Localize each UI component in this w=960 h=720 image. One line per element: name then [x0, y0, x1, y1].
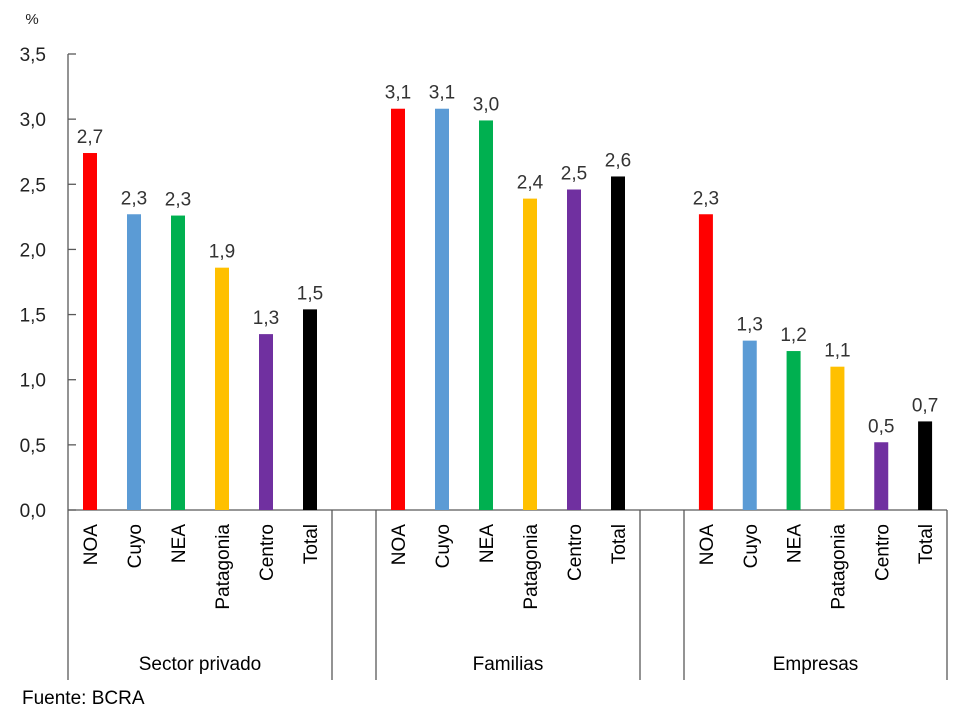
bar-empresas-centro	[874, 442, 889, 510]
bar-empresas-nea	[786, 351, 801, 510]
x-category-label: Patagonia	[828, 524, 849, 610]
bar-sector-privado-patagonia	[215, 267, 229, 510]
x-category-label: Patagonia	[213, 524, 234, 610]
data-label: 2,3	[121, 188, 147, 209]
data-label: 2,3	[165, 190, 191, 211]
data-label: 3,0	[473, 94, 499, 115]
bar-empresas-total	[918, 421, 933, 510]
x-category-label: NOA	[81, 524, 102, 566]
x-axis-categories: NOA Cuyo NEA Patagonia Centro Total Sector pri…	[81, 524, 937, 675]
bar-familias-centro	[567, 189, 581, 511]
bar-familias-cuyo	[435, 108, 449, 510]
bar-empresas-noa	[698, 214, 713, 510]
bar-sector-privado-cuyo	[127, 214, 141, 510]
x-category-label: NEA	[169, 524, 190, 563]
data-label: 3,1	[429, 83, 455, 104]
bar-sector-privado-centro	[259, 334, 273, 510]
data-label: 2,3	[693, 188, 719, 209]
x-category-label: Cuyo	[433, 524, 454, 568]
data-label: 3,1	[385, 83, 411, 104]
data-label: 1,3	[737, 315, 763, 336]
data-label: 2,6	[605, 150, 631, 171]
y-tick-label: 0,0	[20, 501, 46, 522]
bar-sector-privado-nea	[171, 215, 185, 510]
bars	[83, 108, 933, 511]
bar-sector-privado-total	[303, 309, 317, 510]
x-category-label: Total	[301, 524, 322, 564]
x-group-label: Sector privado	[139, 654, 262, 675]
data-label: 1,3	[253, 308, 279, 329]
y-tick-label: 3,5	[20, 45, 46, 66]
y-tick-label: 0,5	[20, 436, 46, 457]
x-group-label: Familias	[473, 654, 544, 675]
x-category-label: NOA	[389, 524, 410, 566]
data-label: 0,5	[868, 416, 894, 437]
x-category-label: Patagonia	[521, 524, 542, 610]
bar-familias-nea	[479, 120, 493, 511]
data-label: 2,7	[77, 127, 103, 148]
x-category-label: Total	[609, 524, 630, 564]
bar-empresas-cuyo	[742, 340, 757, 510]
data-label: 1,1	[824, 341, 850, 362]
bar-sector-privado-noa	[83, 153, 97, 510]
y-tick-label: 2,5	[20, 175, 46, 196]
data-label: 2,5	[561, 163, 587, 184]
bar-familias-noa	[391, 108, 405, 510]
data-label: 2,4	[517, 173, 544, 194]
source-note: Fuente: BCRA	[22, 688, 145, 709]
x-category-label: Centro	[565, 524, 586, 581]
data-label: 0,7	[912, 395, 938, 416]
bar-empresas-patagonia	[830, 366, 845, 510]
data-labels: 2,7 2,3 2,3 1,9 1,3 1,5 3,1 3,1 3,0 2,4 2,5 2,6 2,3 1…	[77, 83, 939, 438]
data-label: 1,2	[780, 325, 806, 346]
bar-familias-total	[611, 176, 625, 510]
x-category-label: NEA	[477, 524, 498, 563]
y-axis-unit: %	[25, 11, 38, 28]
y-tick-label: 3,0	[20, 110, 46, 131]
data-label: 1,9	[209, 242, 235, 263]
x-category-label: Cuyo	[125, 524, 146, 568]
x-category-label: Cuyo	[741, 524, 762, 568]
x-category-label: NOA	[697, 524, 718, 566]
data-label: 1,5	[297, 283, 323, 304]
y-tick-label: 1,0	[20, 371, 46, 392]
x-category-label: Centro	[257, 524, 278, 581]
x-category-label: Centro	[872, 524, 893, 581]
x-category-label: Total	[916, 524, 937, 564]
y-tick-label: 1,5	[20, 306, 46, 327]
y-tick-label: 2,0	[20, 240, 46, 261]
x-group-label: Empresas	[773, 654, 859, 675]
x-category-label: NEA	[785, 524, 806, 563]
bar-familias-patagonia	[523, 198, 537, 511]
